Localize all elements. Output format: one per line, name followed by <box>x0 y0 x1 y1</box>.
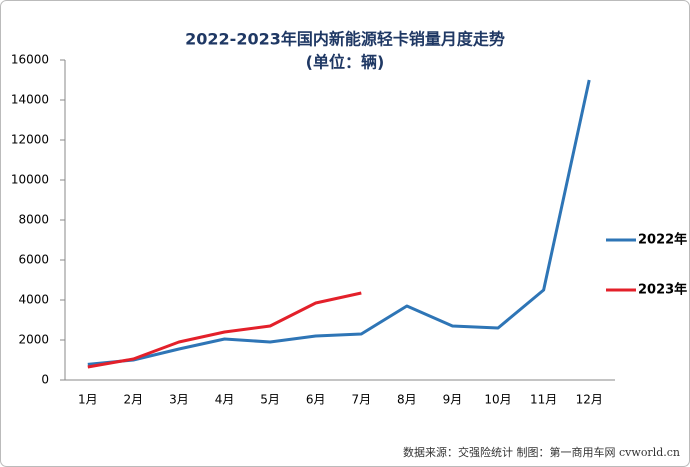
x-tick-label: 4月 <box>215 393 235 407</box>
x-tick-label: 8月 <box>397 393 417 407</box>
y-tick-label: 16000 <box>11 53 49 67</box>
x-tick-label: 5月 <box>260 393 280 407</box>
y-tick-label: 12000 <box>11 133 49 147</box>
series-line <box>87 291 362 369</box>
x-tick-label: 2月 <box>124 393 144 407</box>
y-tick-label: 0 <box>41 373 49 387</box>
y-tick-label: 4000 <box>18 293 49 307</box>
chart-title: 2022-2023年国内新能源轻卡销量月度走势 <box>185 30 505 49</box>
x-tick-label: 1月 <box>78 393 98 407</box>
source-note: 数据来源：交强险统计 制图：第一商用车网 cvworld.cn <box>403 445 680 459</box>
x-tick-label: 6月 <box>306 393 326 407</box>
series-line <box>87 79 591 366</box>
y-tick-label: 6000 <box>18 253 49 267</box>
y-tick-label: 8000 <box>18 213 49 227</box>
y-tick-label: 14000 <box>11 93 49 107</box>
y-tick-label: 10000 <box>11 173 49 187</box>
y-tick-label: 2000 <box>18 333 49 347</box>
x-tick-label: 11月 <box>530 393 557 407</box>
x-tick-label: 10月 <box>484 393 511 407</box>
legend-label: 2023年 <box>638 282 687 298</box>
x-tick-label: 12月 <box>576 393 603 407</box>
chart-subtitle: (单位：辆) <box>306 53 385 72</box>
x-tick-label: 7月 <box>351 393 371 407</box>
legend-label: 2022年 <box>638 232 687 248</box>
x-tick-label: 9月 <box>443 393 463 407</box>
x-tick-label: 3月 <box>169 393 189 407</box>
